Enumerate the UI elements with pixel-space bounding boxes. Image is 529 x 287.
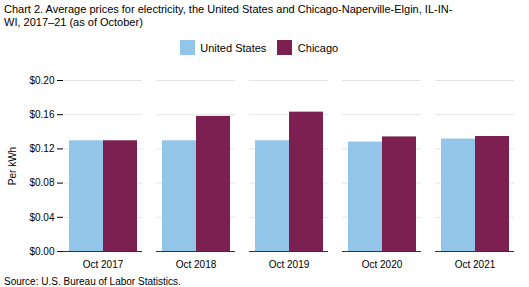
svg-text:Per kWh: Per kWh [7, 147, 18, 185]
svg-text:Oct 2021: Oct 2021 [455, 258, 496, 269]
svg-text:$0.20: $0.20 [29, 75, 54, 86]
svg-text:Oct 2018: Oct 2018 [176, 258, 217, 269]
svg-text:$0.04: $0.04 [29, 211, 54, 222]
svg-text:$0.00: $0.00 [29, 246, 54, 257]
svg-text:$0.16: $0.16 [29, 109, 54, 120]
svg-text:Oct 2019: Oct 2019 [269, 258, 310, 269]
html-text:Chart 2. Average prices for el: Chart 2. Average prices for electricity,… [4, 3, 453, 29]
html-text:Chicago: Chicago [297, 41, 339, 54]
svg-text:Oct 2017: Oct 2017 [83, 258, 124, 269]
svg-text:Oct 2020: Oct 2020 [362, 258, 403, 269]
svg-text:$0.08: $0.08 [29, 177, 54, 188]
svg-text:$0.12: $0.12 [29, 143, 54, 154]
html-text:Source: U.S. Bureau of Labor S: Source: U.S. Bureau of Labor Statistics. [4, 275, 181, 287]
html-text:United States: United States [200, 41, 267, 54]
